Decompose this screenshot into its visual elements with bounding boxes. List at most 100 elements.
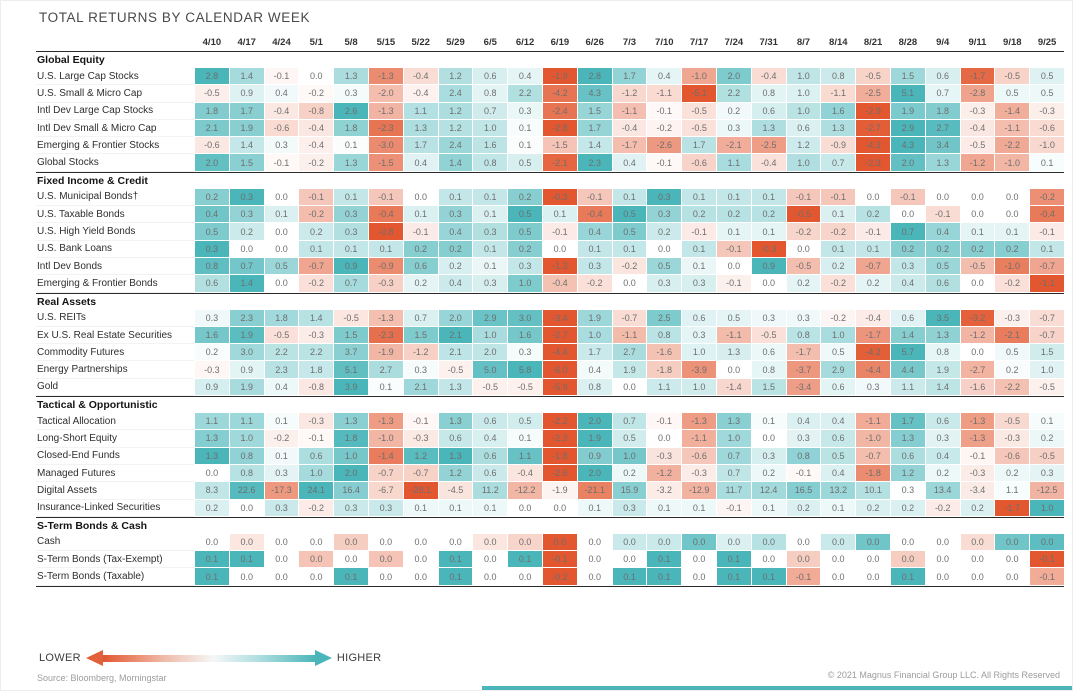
heatmap-cell: 1.4 [229, 275, 264, 293]
heatmap-cell: 0.0 [960, 568, 995, 586]
heatmap-cell: 1.1 [995, 482, 1030, 500]
heatmap-cell: 0.3 [508, 257, 542, 276]
heatmap-cell: -0.2 [1030, 188, 1064, 207]
heatmap-cell: 0.3 [786, 430, 821, 448]
heatmap-cell: 5.7 [890, 344, 925, 362]
heatmap-cell: 3.0 [229, 344, 264, 362]
heatmap-cell: 2.7 [925, 119, 960, 138]
heatmap-cell: 1.3 [821, 119, 856, 138]
heatmap-cell: 0.2 [995, 464, 1030, 483]
heatmap-cell: 0.5 [508, 223, 542, 241]
heatmap-cell: 1.9 [890, 102, 925, 120]
heatmap-cell: 4.4 [890, 361, 925, 379]
heatmap-cell: 0.3 [890, 482, 925, 500]
column-header: 7/10 [655, 37, 674, 48]
heatmap-cell: 1.2 [438, 119, 473, 138]
heatmap-cell: -0.2 [995, 275, 1030, 293]
heatmap-cell: 0.4 [890, 275, 925, 293]
heatmap-cell: 0.4 [612, 154, 647, 172]
heatmap-cell: -2.5 [856, 85, 890, 103]
heatmap-cell: -0.3 [682, 464, 716, 483]
heatmap-cell: 0.0 [751, 533, 786, 552]
table-row: Intl Dev Small & Micro Cap 2.1 1.9 -0.6 -0.4… [36, 119, 1064, 138]
heatmap-cell: 0.1 [856, 240, 890, 258]
heatmap-cell: 1.0 [786, 85, 821, 103]
row-label: U.S. Taxable Bonds [36, 206, 194, 224]
heatmap-cell: -0.2 [264, 430, 299, 448]
heatmap-cell: -0.4 [368, 206, 403, 224]
heatmap-cell: 1.5 [403, 326, 438, 345]
heatmap-cell: 2.0 [195, 154, 229, 172]
heatmap-cell: 0.7 [821, 154, 856, 172]
heatmap-cell: 0.0 [368, 551, 403, 569]
heatmap-cell: 0.2 [403, 275, 438, 293]
heatmap-cell: 0.0 [299, 533, 334, 552]
heatmap-cell: -1.3 [368, 309, 403, 327]
heatmap-cell: 0.9 [229, 361, 264, 379]
heatmap-cell: 1.3 [716, 344, 751, 362]
heatmap-cell: 0.1 [1030, 154, 1064, 172]
heatmap-cell: -2.3 [542, 430, 577, 448]
heatmap-cell: -1.2 [960, 154, 995, 172]
heatmap-cell: 0.1 [751, 413, 786, 431]
table-row: Global Stocks 2.0 1.5 -0.1 -0.2 1.3 -1.5 0.4 1.4… [36, 154, 1064, 172]
source-note: Source: Bloomberg, Morningstar [37, 673, 167, 683]
heatmap-cell: 0.0 [682, 533, 716, 552]
heatmap-cell: 0.9 [577, 447, 612, 465]
heatmap-cell: -1.0 [856, 430, 890, 448]
heatmap-cell: -5.9 [542, 378, 577, 397]
table-row: Digital Assets 8.3 22.6 -17.3 24.1 16.4 -6.7 -2… [36, 482, 1064, 500]
heatmap-cell: 0.0 [334, 533, 368, 552]
heatmap-cell: 0.1 [438, 568, 473, 586]
table-row: Cash 0.0 0.0 0.0 0.0 0.0 0.0 0.0 0.0 0.0 0.0 0.0 0.0… [36, 533, 1064, 552]
heatmap-cell: 0.0 [821, 551, 856, 569]
heatmap-cell: 0.3 [751, 447, 786, 465]
heatmap-cell: 0.0 [612, 275, 647, 293]
heatmap-cell: 0.6 [751, 102, 786, 120]
heatmap-cell: 1.0 [1030, 361, 1064, 379]
heatmap-cell: -3.9 [682, 361, 716, 379]
heatmap-cell: 0.1 [682, 240, 716, 258]
heatmap-cell: 3.5 [925, 309, 960, 327]
heatmap-cell: -1.1 [612, 102, 647, 120]
heatmap-cell: -0.4 [612, 119, 647, 138]
heatmap-cell: 0.0 [751, 430, 786, 448]
heatmap-cell: 2.1 [438, 344, 473, 362]
heatmap-cell: -2.7 [856, 119, 890, 138]
heatmap-cell: 2.3 [577, 154, 612, 172]
heatmap-cell: 0.1 [473, 206, 508, 224]
heatmap-cell: 1.0 [821, 326, 856, 345]
heatmap-cell: -0.8 [368, 223, 403, 241]
row-label: Insurance-Linked Securities [36, 500, 194, 517]
heatmap-cell: 0.5 [1030, 85, 1064, 103]
heatmap-cell: 0.0 [716, 533, 751, 552]
heatmap-cell: 0.6 [751, 344, 786, 362]
heatmap-cell: 0.1 [647, 551, 682, 569]
heatmap-cell: 0.3 [716, 119, 751, 138]
heatmap-cell: 0.0 [995, 206, 1030, 224]
heatmap-cell: 1.6 [473, 137, 508, 155]
heatmap-cell: -0.4 [542, 275, 577, 293]
heatmap-cell: 2.1 [403, 378, 438, 397]
heatmap-cell: 0.4 [786, 413, 821, 431]
heatmap-cell: -2.3 [368, 326, 403, 345]
heatmap-cell: 0.2 [751, 464, 786, 483]
heatmap-cell: -0.4 [856, 309, 890, 327]
row-label: Intl Dev Bonds [36, 258, 194, 276]
heatmap-cell: 1.0 [229, 430, 264, 448]
heatmap-cell: 0.2 [1030, 430, 1064, 448]
heatmap-cell: 12.4 [751, 482, 786, 500]
heatmap-cell: 5.8 [508, 361, 542, 379]
heatmap-cell: -0.8 [299, 378, 334, 397]
heatmap-cell: -2.5 [751, 137, 786, 155]
heatmap-cell: 1.2 [786, 137, 821, 155]
heatmap-cell: -0.1 [542, 223, 577, 241]
heatmap-cell: 0.0 [299, 551, 334, 569]
heatmap-cell: -1.8 [542, 447, 577, 465]
heatmap-cell: -0.2 [821, 275, 856, 293]
heatmap-cell: 1.0 [716, 430, 751, 448]
accent-bar [482, 686, 1072, 690]
heatmap-cell: -0.4 [508, 464, 542, 483]
heatmap-cell: -2.3 [856, 154, 890, 172]
heatmap-cell: -0.5 [786, 257, 821, 276]
